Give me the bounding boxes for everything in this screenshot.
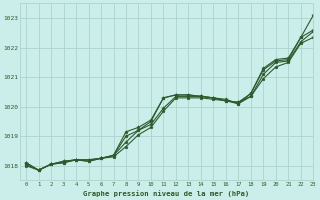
X-axis label: Graphe pression niveau de la mer (hPa): Graphe pression niveau de la mer (hPa) [84,190,250,197]
